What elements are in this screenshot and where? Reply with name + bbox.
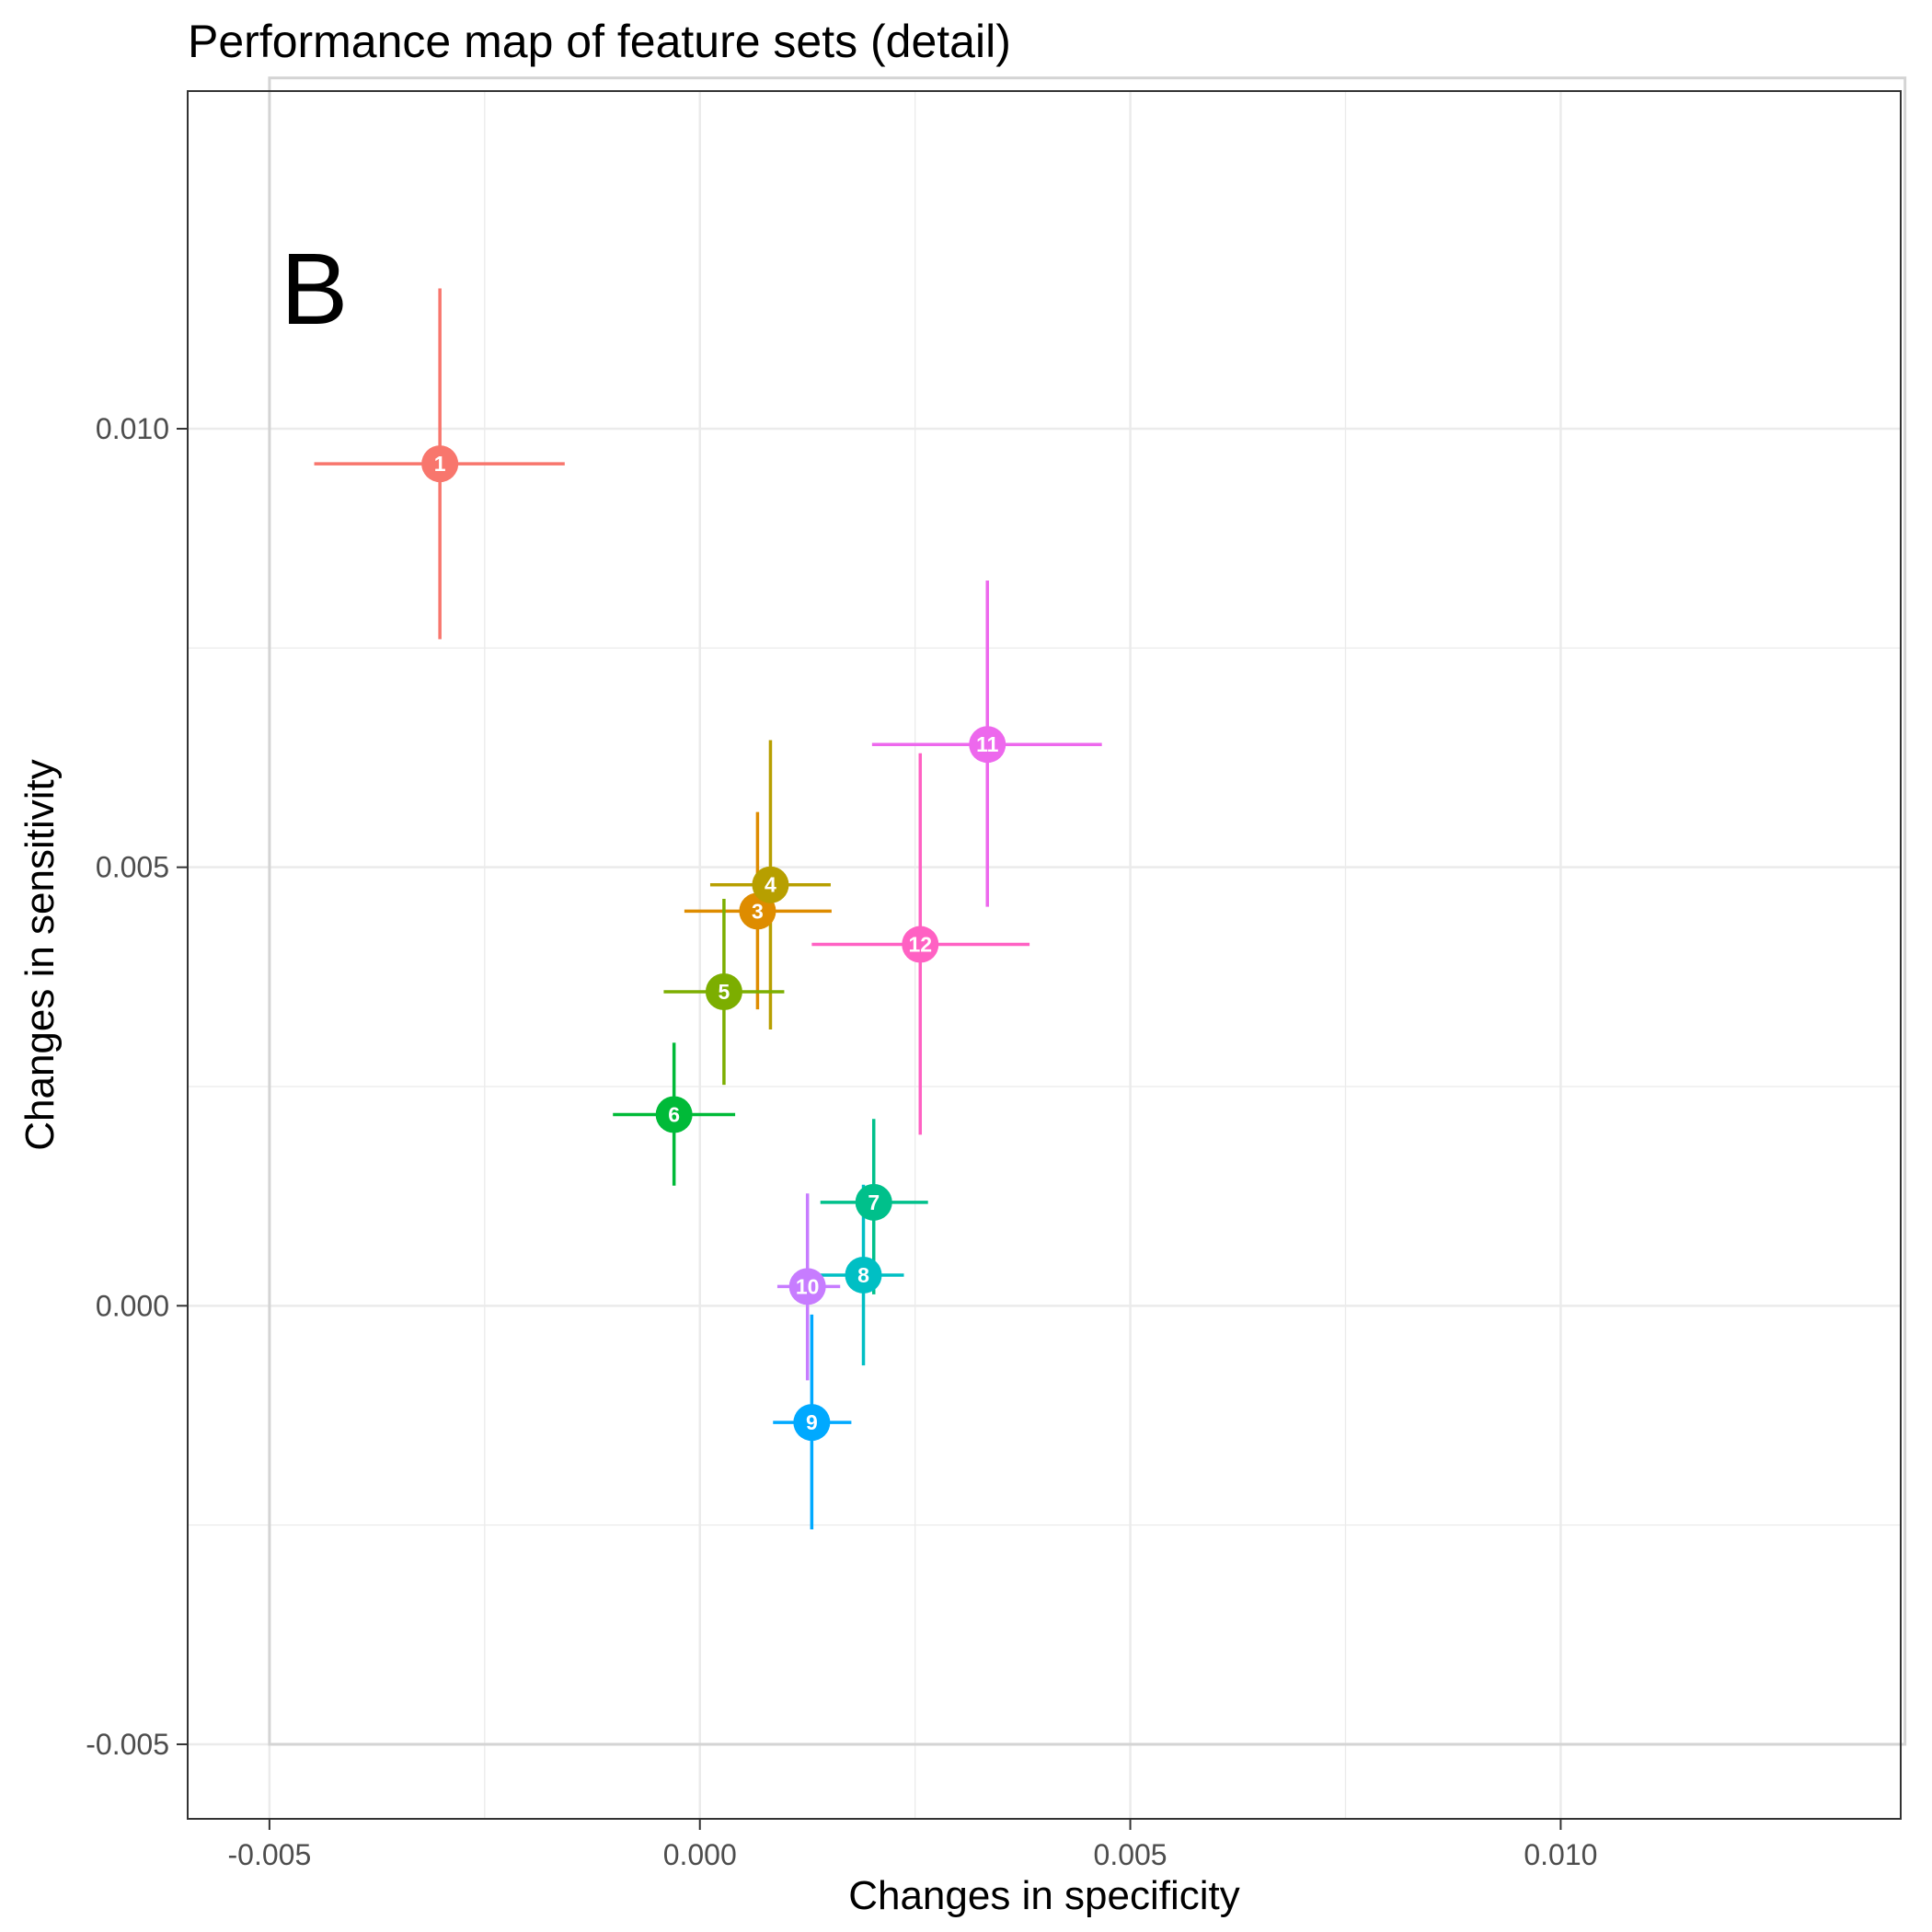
y-tick-label: -0.005	[86, 1728, 169, 1761]
point-label-6: 6	[668, 1103, 680, 1127]
y-tick-label: 0.010	[96, 412, 169, 445]
data-points: 1 34 5 6 7 8 9 10 11 12	[421, 445, 1006, 1442]
point-7	[855, 1183, 892, 1221]
y-tick-label: 0.005	[96, 851, 169, 884]
point-12	[902, 926, 939, 963]
point-label-3: 3	[752, 899, 764, 923]
point-label-9: 9	[806, 1410, 818, 1434]
point-label-11: 11	[976, 732, 999, 756]
point-11	[969, 726, 1006, 764]
plot-panel-border	[187, 90, 1902, 1820]
point-10	[788, 1268, 826, 1305]
x-tick-label: 0.005	[1094, 1838, 1167, 1871]
point-label-7: 7	[868, 1190, 880, 1214]
point-9	[793, 1404, 831, 1442]
x-tick-label: 0.000	[663, 1838, 737, 1871]
x-tick-label: 0.010	[1524, 1838, 1597, 1871]
point-5	[705, 973, 742, 1011]
y-tick-label: 0.000	[96, 1289, 169, 1322]
point-label-4: 4	[765, 873, 776, 897]
point-label-12: 12	[908, 933, 932, 957]
point-6	[655, 1096, 693, 1133]
panel-label: B	[281, 233, 348, 346]
point-label-8: 8	[857, 1263, 869, 1287]
y-axis-ticks: -0.005 0.000 0.005 0.010	[86, 412, 188, 1761]
reference-box	[268, 76, 1907, 1746]
point-label-5: 5	[719, 980, 730, 1004]
x-axis-ticks: -0.005 0.000 0.005 0.010	[228, 1819, 1597, 1871]
point-8	[845, 1256, 882, 1294]
chart-title: Performance map of feature sets (detail)	[188, 16, 1011, 67]
point-1	[421, 445, 459, 483]
x-axis-title: Changes in specificity	[848, 1873, 1240, 1918]
x-tick-label: -0.005	[228, 1838, 312, 1871]
y-axis-title: Changes in sensitivity	[17, 759, 63, 1151]
point-label-1: 1	[434, 452, 446, 476]
point-label-10: 10	[796, 1274, 820, 1298]
point-4	[752, 866, 789, 903]
